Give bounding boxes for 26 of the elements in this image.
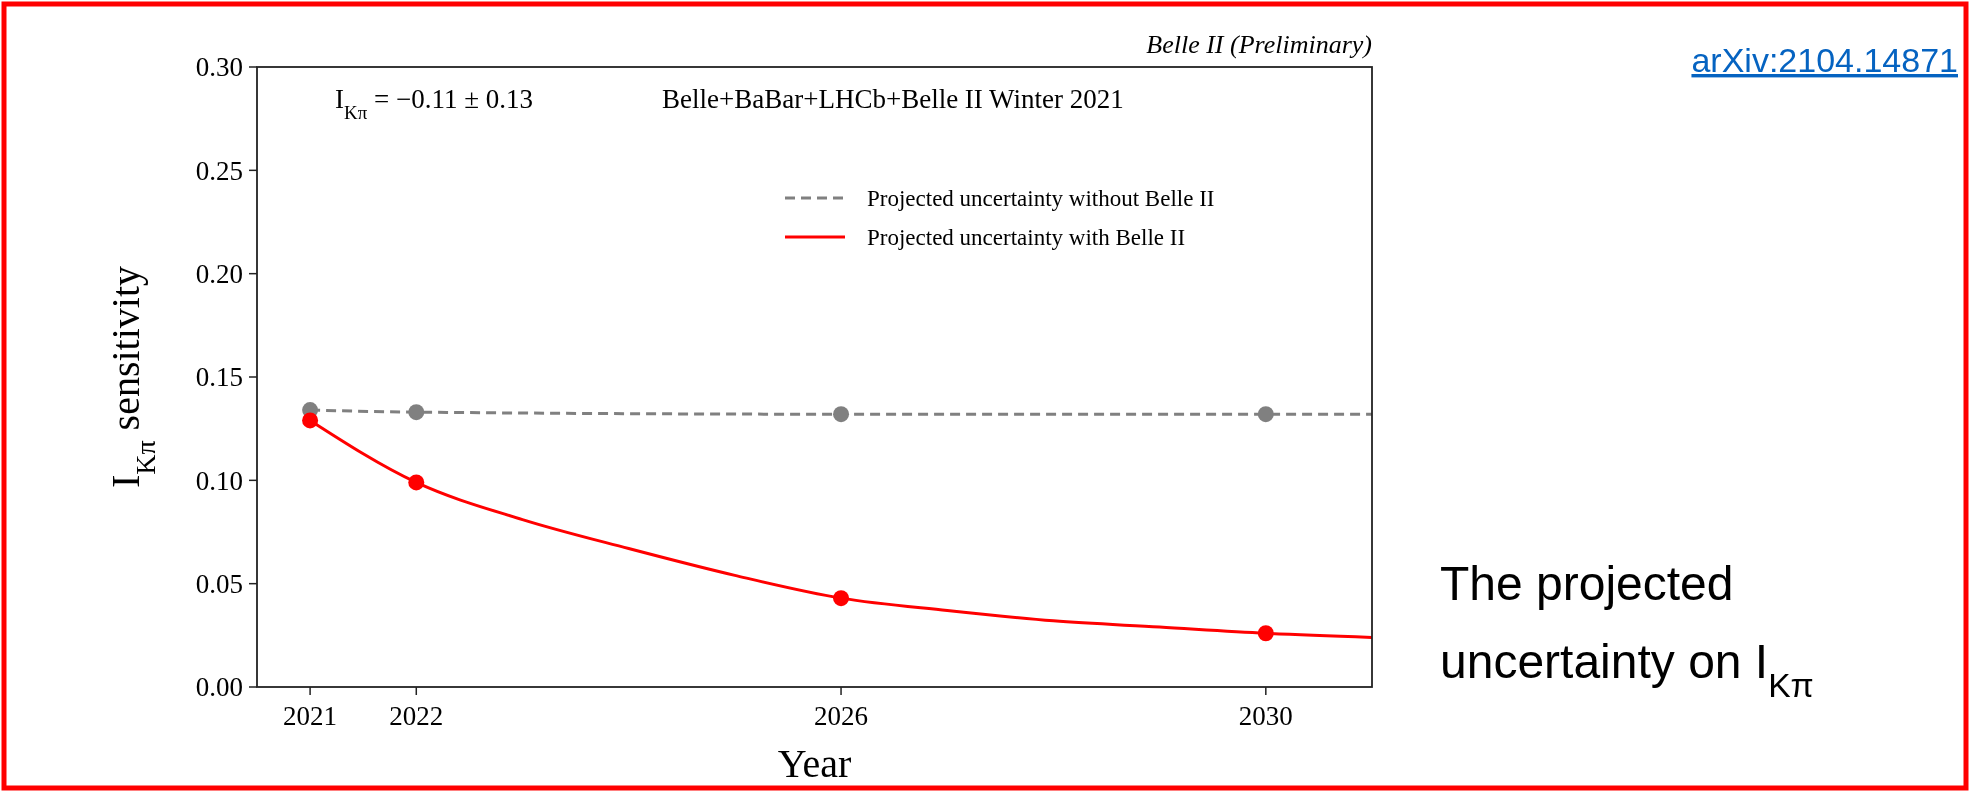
y-tick-label: 0.00 (195, 672, 243, 703)
y-tick-label: 0.15 (195, 362, 243, 393)
chart-title: Belle II (Preliminary) (1146, 30, 1372, 59)
text: The projected uncertainty on I$_{Kπ}$ (1440, 557, 1814, 704)
y-tick-label: 0.10 (195, 465, 243, 496)
point (1257, 406, 1274, 423)
y-tick-label: 0.25 (195, 155, 243, 186)
point (833, 590, 850, 607)
x-tick-label: 2022 (389, 701, 444, 731)
point (1257, 625, 1274, 642)
x-axis-title: Year (777, 741, 852, 786)
x-tick-label: 2030 (1238, 701, 1293, 731)
y-tick-label: 0.30 (195, 52, 243, 83)
legend-label: Projected uncertainty without Belle II (867, 186, 1215, 212)
y-tick-label: 0.20 (195, 259, 243, 290)
text: arXiv:2104.14871 (1691, 41, 1958, 79)
point (408, 474, 425, 491)
annotation: Belle+BaBar+LHCb+Belle II Winter 2021 (662, 84, 1124, 114)
point (302, 412, 319, 429)
point (833, 406, 850, 423)
annotation: I$_{Kπ}$ = −0.11 ± 0.13 (335, 84, 533, 123)
point (408, 404, 425, 421)
x-tick-label: 2021 (283, 701, 338, 731)
legend-label: Projected uncertainty with Belle II (867, 225, 1186, 251)
x-tick-label: 2026 (814, 701, 869, 731)
y-tick-label: 0.05 (195, 569, 243, 600)
